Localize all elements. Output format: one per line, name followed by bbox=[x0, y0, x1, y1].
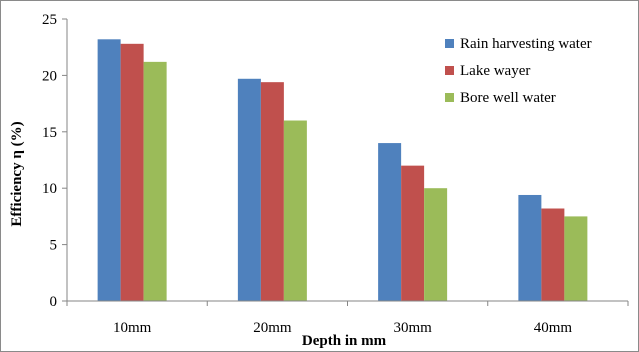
y-axis-ticks: 0 5 10 15 20 25 bbox=[42, 12, 67, 310]
legend-label: Lake wayer bbox=[460, 63, 530, 79]
bars bbox=[97, 39, 588, 302]
x-tick-label: 40mm bbox=[534, 320, 573, 336]
bar bbox=[143, 61, 167, 301]
y-tick-label: 0 bbox=[50, 294, 58, 310]
legend: Rain harvesting water Lake wayer Bore well… bbox=[445, 36, 592, 106]
legend-swatch bbox=[445, 66, 454, 75]
bar bbox=[237, 78, 261, 301]
bar bbox=[120, 43, 144, 301]
legend-swatch bbox=[445, 39, 454, 48]
y-tick-label: 25 bbox=[42, 12, 57, 28]
bar bbox=[564, 216, 588, 301]
legend-label: Bore well water bbox=[460, 90, 556, 106]
x-tick-label: 30mm bbox=[393, 320, 432, 336]
y-axis-title: Efficiency η (%) bbox=[9, 121, 25, 226]
y-tick-label: 20 bbox=[42, 68, 57, 84]
bar bbox=[518, 194, 542, 301]
x-tick-label: 20mm bbox=[253, 320, 292, 336]
bar bbox=[260, 82, 284, 301]
y-tick-label: 10 bbox=[42, 181, 57, 197]
x-axis-title: Depth in mm bbox=[302, 333, 387, 349]
y-tick-label: 5 bbox=[50, 238, 58, 254]
bar bbox=[378, 143, 402, 301]
x-tick-label: 10mm bbox=[113, 320, 152, 336]
bar bbox=[401, 165, 425, 301]
bar bbox=[541, 208, 565, 301]
bar bbox=[424, 188, 448, 301]
legend-swatch bbox=[445, 93, 454, 102]
bar bbox=[283, 120, 307, 302]
bar bbox=[97, 39, 121, 301]
legend-label: Rain harvesting water bbox=[460, 36, 592, 52]
x-axis-ticks: 10mm 20mm 30mm 40mm bbox=[66, 301, 629, 336]
y-tick-label: 15 bbox=[42, 125, 57, 141]
